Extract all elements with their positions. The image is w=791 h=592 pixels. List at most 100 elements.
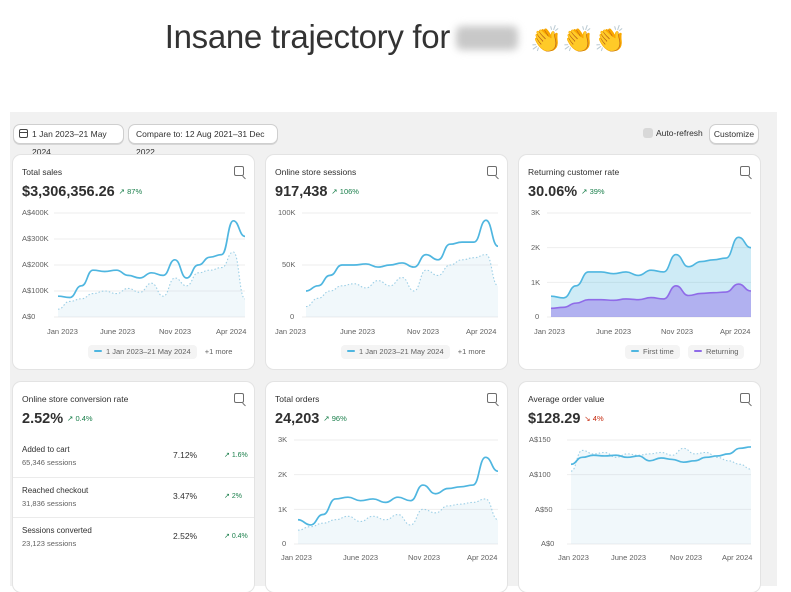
row-delta: ↗ 1.6% [224,451,248,459]
y-tick: A$0 [541,539,554,548]
plot-area [294,440,498,544]
calendar-icon [19,129,28,138]
y-tick: 2K [531,243,540,252]
x-ticks: Jan 2023 June 2023 Nov 2023 Apr 2024 [534,327,750,336]
y-tick: 3K [531,208,540,217]
y-ticks: 100K 50K 0 [278,208,296,321]
x-tick: June 2023 [100,327,135,336]
row-label: Reached checkout [22,486,88,495]
aov-chart: A$150 A$100 A$50 A$0 Jan 2023 June 2023 … [519,382,760,592]
row-percent: 3.47% [173,491,197,501]
x-tick: Nov 2023 [408,553,440,562]
card-title: Online store conversion rate [22,394,128,404]
row-percent: 2.52% [173,531,197,541]
compare-range-label: Compare to: 12 Aug 2021–31 Dec 2022 [136,129,265,157]
legend-returning[interactable]: Returning [688,345,745,359]
card-average-order-value[interactable]: Average order value $128.29↘ 4% A$150 A$… [519,382,760,592]
y-tick: 100K [278,208,296,217]
x-ticks: Jan 2023 June 2023 Nov 2023 Apr 2024 [558,553,752,562]
explore-report-icon[interactable] [234,393,244,403]
y-tick: A$400K [22,208,49,217]
x-tick: Apr 2024 [467,553,497,562]
plot-area [302,213,498,317]
metric-value: 2.52% ↗ 0.4% [22,411,93,427]
y-ticks: 3K 2K 1K 0 [278,435,287,548]
y-ticks: A$150 A$100 A$50 A$0 [529,435,554,548]
row-sessions: 31,836 sessions [22,499,76,508]
x-tick: June 2023 [340,327,375,336]
y-ticks: A$400K A$300K A$200K A$100K A$0 [22,208,49,321]
row-label: Sessions converted [22,526,92,535]
sessions-chart: 100K 50K 0 Jan 2023 June 2023 Nov 2023 A… [266,155,507,369]
y-tick: A$100K [22,286,49,295]
y-tick: 1K [531,278,540,287]
x-tick: Jan 2023 [534,327,565,336]
analytics-dashboard: 1 Jan 2023–21 May 2024 Compare to: 12 Au… [10,112,777,586]
y-tick: A$150 [529,435,551,444]
plot-area [547,213,751,317]
funnel-row-sessions-converted[interactable]: Sessions converted 23,123 sessions 2.52%… [13,517,254,557]
orders-chart: 3K 2K 1K 0 Jan 2023 June 2023 Nov 2023 A… [266,382,507,592]
chart-legend: First time Returning [625,345,750,359]
x-tick: Nov 2023 [670,553,702,562]
delta-badge: ↗ 0.4% [67,414,92,423]
legend-primary[interactable]: 1 Jan 2023–21 May 2024 [88,345,197,359]
legend-more[interactable]: +1 more [205,347,233,356]
plot-area [567,440,751,544]
x-tick: Jan 2023 [47,327,78,336]
x-tick: June 2023 [343,553,378,562]
clapping-hands-emoji: 👏👏👏 [530,24,626,54]
y-tick: A$100 [529,470,551,479]
legend-label: Returning [706,347,739,356]
row-delta: ↗ 0.4% [224,532,248,540]
card-total-sales[interactable]: Total sales $3,306,356.26↗ 87% A$400K A$… [13,155,254,369]
x-tick: Jan 2023 [275,327,306,336]
auto-refresh-toggle[interactable]: Auto-refresh [643,127,703,140]
y-tick: 2K [278,470,287,479]
x-tick: Apr 2024 [722,553,752,562]
y-tick: A$0 [22,312,35,321]
comparison-area [306,255,498,317]
y-tick: 3K [278,435,287,444]
legend-first-time[interactable]: First time [625,345,680,359]
chart-legend: 1 Jan 2023–21 May 2024 +1 more [341,345,485,359]
row-delta: ↗ 2% [224,492,242,500]
legend-label: 1 Jan 2023–21 May 2024 [106,347,191,356]
date-range-picker[interactable]: 1 Jan 2023–21 May 2024 [13,124,124,144]
auto-refresh-checkbox[interactable] [643,128,653,138]
x-tick: Apr 2024 [216,327,246,336]
row-label: Added to cart [22,445,70,454]
y-tick: 1K [278,505,287,514]
funnel-row-reached-checkout[interactable]: Reached checkout 31,836 sessions 3.47% ↗… [13,477,254,517]
card-online-store-sessions[interactable]: Online store sessions 917,438↗ 106% 100K… [266,155,507,369]
x-tick: Jan 2023 [558,553,589,562]
legend-more[interactable]: +1 more [458,347,486,356]
x-tick: Jan 2023 [281,553,312,562]
headline-text: Insane trajectory for [165,18,450,55]
customize-button[interactable]: Customize [709,124,759,144]
returning-rate-chart: 3K 2K 1K 0 Jan 2023 June 2023 Nov 2023 A… [519,155,760,369]
x-ticks: Jan 2023 June 2023 Nov 2023 Apr 2024 [47,327,246,336]
y-tick: 0 [290,312,294,321]
comparison-area [58,252,245,317]
auto-refresh-label: Auto-refresh [656,128,703,138]
x-tick: June 2023 [596,327,631,336]
y-tick: A$300K [22,234,49,243]
funnel-row-added-to-cart[interactable]: Added to cart 65,346 sessions 7.12% ↗ 1.… [13,437,254,477]
card-total-orders[interactable]: Total orders 24,203↗ 96% 3K 2K 1K 0 Jan … [266,382,507,592]
legend-label: First time [643,347,674,356]
x-tick: Nov 2023 [407,327,439,336]
x-ticks: Jan 2023 June 2023 Nov 2023 Apr 2024 [281,553,497,562]
y-tick: 50K [282,260,295,269]
x-tick: Nov 2023 [159,327,191,336]
card-conversion-rate[interactable]: Online store conversion rate 2.52% ↗ 0.4%… [13,382,254,592]
x-tick: Apr 2024 [466,327,496,336]
card-returning-customer-rate[interactable]: Returning customer rate 30.06%↗ 39% 3K 2… [519,155,760,369]
x-tick: Nov 2023 [661,327,693,336]
total-sales-chart: A$400K A$300K A$200K A$100K A$0 Jan 2023… [13,155,254,369]
legend-primary[interactable]: 1 Jan 2023–21 May 2024 [341,345,450,359]
y-tick: 0 [282,539,286,548]
conversion-value: 2.52% [22,411,63,427]
compare-range-picker[interactable]: Compare to: 12 Aug 2021–31 Dec 2022 [128,124,278,144]
x-tick: June 2023 [611,553,646,562]
